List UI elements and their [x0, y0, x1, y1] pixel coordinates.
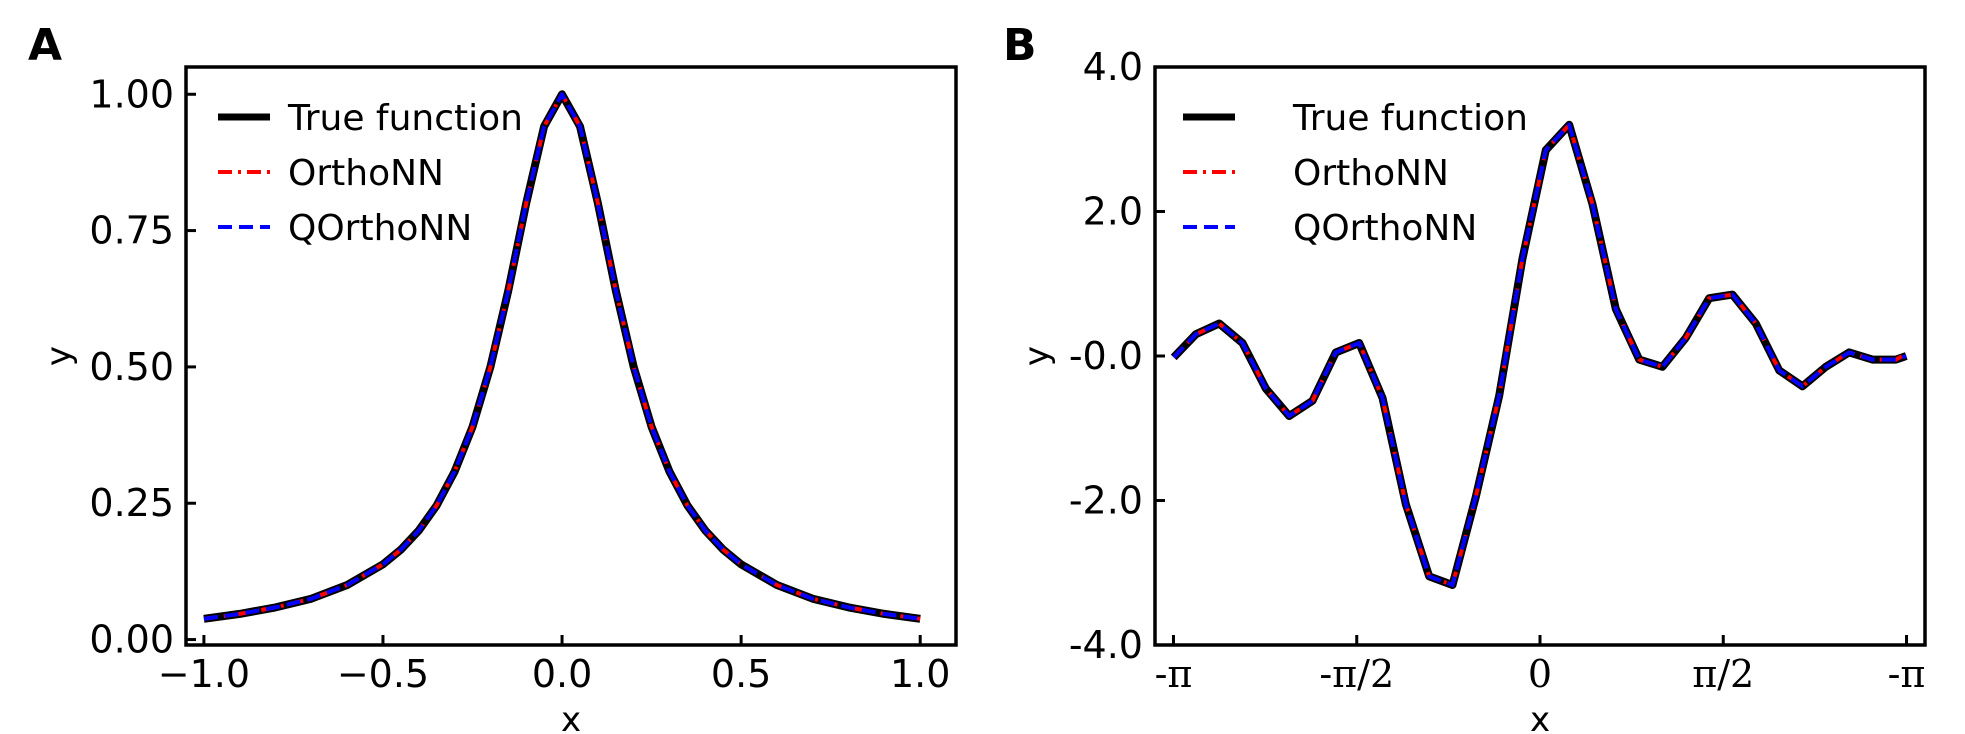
chart-b-y-axis-label: y	[1017, 346, 1057, 366]
chart-a-x-tick-label: −0.5	[337, 652, 429, 696]
chart-b-legend-label: True function	[1292, 98, 1528, 139]
chart-b-x-tick-label: π/2	[1692, 652, 1754, 696]
chart-a-y-tick-label: 0.75	[89, 209, 174, 253]
chart-b-legend-label: QOrthoNN	[1293, 208, 1477, 249]
chart-a-y-tick-label: 0.50	[89, 345, 174, 389]
chart-b-x-tick-label: 0	[1528, 652, 1552, 696]
chart-a-legend-label: QOrthoNN	[288, 208, 472, 249]
chart-b-legend-label: OrthoNN	[1293, 153, 1449, 194]
chart-b-series-true-function-line	[1170, 120, 1908, 589]
chart-a-x-tick-label: 1.0	[890, 652, 950, 696]
chart-a-y-tick-label: 1.00	[89, 72, 174, 116]
chart-a-legend-label: OrthoNN	[288, 153, 444, 194]
panel-letter-b: B	[1003, 20, 1037, 71]
chart-b-x-tick-label: -π/2	[1319, 652, 1394, 696]
chart-b-y-tick-label: 2.0	[1083, 190, 1143, 234]
chart-a-x-tick-label: 0.0	[532, 652, 592, 696]
chart-b-y-tick-label: -2.0	[1069, 479, 1143, 523]
chart-b-y-tick-label: -0.0	[1069, 334, 1143, 378]
chart-a-x-axis-label: x	[561, 700, 581, 734]
panel-letter-a: A	[28, 20, 62, 71]
chart-a-axes-frame	[184, 65, 958, 647]
chart-b-series-qorthonn-line	[1172, 122, 1907, 587]
chart-b-x-tick-label: -π	[1155, 652, 1193, 696]
chart-a-y-axis-label: y	[39, 346, 79, 366]
chart-panel-b: -π -π/2 0 π/2 -π -4.0 -2.0 -0.0 2.0 4.0 x y True fun…	[1017, 45, 1927, 734]
chart-a-x-tick-label: 0.5	[711, 652, 771, 696]
chart-a-y-tick-label: 0.00	[89, 618, 174, 662]
chart-b-x-tick-label: -π	[1888, 652, 1926, 696]
chart-b-axes-frame	[1153, 65, 1927, 647]
chart-a-legend-label: True function	[287, 98, 523, 139]
chart-b-y-tick-label: 4.0	[1083, 45, 1143, 89]
chart-b-y-tick-label: -4.0	[1069, 623, 1143, 667]
chart-a-y-tick-label: 0.25	[89, 481, 174, 525]
chart-a-x-tick-label: −1.0	[158, 652, 250, 696]
chart-b-x-axis-label: x	[1530, 700, 1550, 734]
chart-a-series-qorthonn-line	[203, 92, 921, 621]
chart-panel-a: −1.0 −0.5 0.0 0.5 1.0 0.00 0.25 0.50 0.75 1.00 x y T…	[39, 65, 958, 734]
